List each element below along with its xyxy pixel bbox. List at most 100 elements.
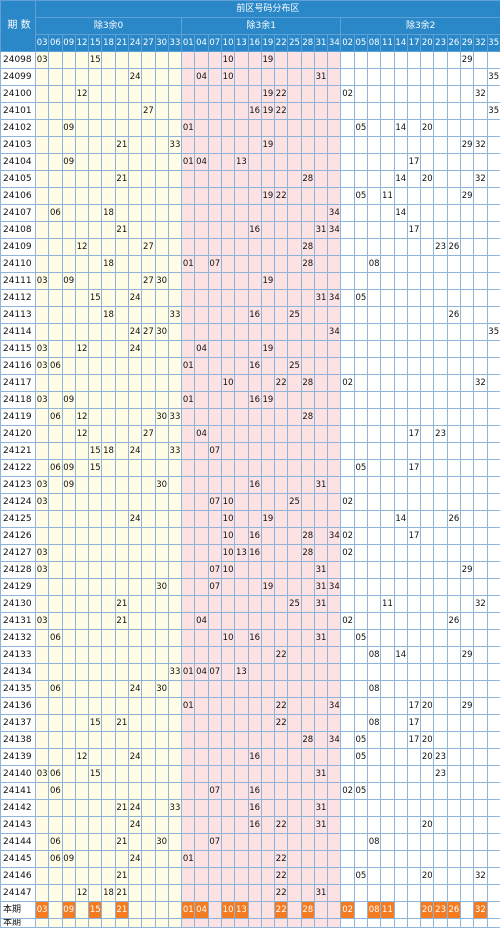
empty-cell	[49, 137, 62, 154]
drawn-number: 12	[75, 749, 88, 766]
empty-cell	[288, 868, 301, 885]
empty-cell	[341, 868, 354, 885]
empty-cell	[89, 749, 102, 766]
drawn-number: 14	[394, 171, 407, 188]
empty-cell	[89, 256, 102, 273]
empty-cell	[474, 647, 487, 664]
empty-cell	[168, 324, 181, 341]
empty-cell	[182, 137, 195, 154]
empty-cell	[275, 392, 288, 409]
empty-cell	[288, 120, 301, 137]
empty-cell	[168, 732, 181, 749]
empty-cell	[155, 885, 168, 902]
empty-cell	[381, 273, 394, 290]
empty-cell	[49, 120, 62, 137]
empty-cell	[394, 392, 407, 409]
empty-cell	[288, 919, 301, 928]
empty-cell	[235, 647, 248, 664]
empty-cell	[461, 307, 474, 324]
drawn-number: 27	[142, 426, 155, 443]
empty-cell	[487, 562, 500, 579]
empty-cell	[49, 103, 62, 120]
empty-cell	[275, 613, 288, 630]
empty-cell	[381, 834, 394, 851]
empty-cell	[301, 613, 314, 630]
empty-cell	[182, 596, 195, 613]
empty-cell	[75, 783, 88, 800]
empty-cell	[487, 477, 500, 494]
empty-cell	[288, 273, 301, 290]
issue-number: 24131	[1, 613, 36, 630]
empty-cell	[354, 919, 367, 928]
empty-cell	[354, 324, 367, 341]
empty-cell	[421, 579, 434, 596]
empty-cell	[49, 171, 62, 188]
empty-cell	[328, 52, 341, 69]
empty-cell	[36, 409, 49, 426]
empty-cell	[195, 137, 208, 154]
empty-cell	[314, 647, 327, 664]
predicted-number: 11	[381, 902, 394, 919]
empty-cell	[301, 69, 314, 86]
column-header-27: 27	[142, 35, 155, 52]
empty-cell	[354, 86, 367, 103]
empty-cell	[75, 188, 88, 205]
empty-cell	[208, 290, 221, 307]
empty-cell	[195, 222, 208, 239]
empty-cell	[381, 545, 394, 562]
empty-cell	[235, 919, 248, 928]
empty-cell	[474, 834, 487, 851]
empty-cell	[341, 409, 354, 426]
empty-cell	[341, 562, 354, 579]
empty-cell	[182, 477, 195, 494]
empty-cell	[381, 239, 394, 256]
empty-cell	[407, 171, 420, 188]
predicted-number: 03	[36, 902, 49, 919]
empty-cell	[381, 171, 394, 188]
drawn-number: 16	[248, 528, 261, 545]
empty-cell	[168, 205, 181, 222]
empty-cell	[62, 171, 75, 188]
drawn-number: 03	[36, 273, 49, 290]
empty-cell	[394, 664, 407, 681]
empty-cell	[288, 205, 301, 222]
empty-cell	[128, 562, 141, 579]
empty-cell	[301, 52, 314, 69]
issue-number: 24140	[1, 766, 36, 783]
empty-cell	[381, 426, 394, 443]
empty-cell	[235, 460, 248, 477]
empty-cell	[461, 494, 474, 511]
drawn-number: 18	[102, 443, 115, 460]
empty-cell	[314, 103, 327, 120]
empty-cell	[487, 613, 500, 630]
empty-cell	[195, 358, 208, 375]
empty-cell	[102, 290, 115, 307]
empty-cell	[235, 358, 248, 375]
empty-cell	[447, 562, 460, 579]
empty-cell	[36, 715, 49, 732]
empty-cell	[261, 834, 274, 851]
empty-cell	[142, 919, 155, 928]
empty-cell	[75, 324, 88, 341]
empty-cell	[36, 375, 49, 392]
drawn-number: 17	[407, 698, 420, 715]
empty-cell	[487, 783, 500, 800]
empty-cell	[474, 256, 487, 273]
empty-cell	[128, 392, 141, 409]
empty-cell	[447, 426, 460, 443]
predicted-number: 32	[474, 902, 487, 919]
empty-cell	[341, 596, 354, 613]
issue-number: 24125	[1, 511, 36, 528]
empty-cell	[195, 681, 208, 698]
empty-cell	[49, 511, 62, 528]
drawn-number: 20	[421, 749, 434, 766]
empty-cell	[248, 426, 261, 443]
empty-cell	[75, 902, 88, 919]
empty-cell	[248, 919, 261, 928]
empty-cell	[341, 358, 354, 375]
empty-cell	[341, 443, 354, 460]
empty-cell	[314, 375, 327, 392]
